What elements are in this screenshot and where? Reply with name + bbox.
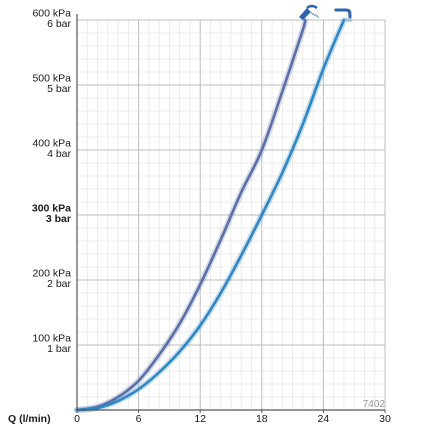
x-tick-labels: 0 6 12 18 24 30	[74, 413, 391, 425]
x-tick-label: 24	[318, 413, 330, 425]
y-tick-label-bar: 2 bar	[47, 278, 71, 290]
hand-shower-handle	[298, 8, 311, 20]
water-drop-line	[310, 11, 314, 16]
bath-spout-icon	[334, 8, 352, 22]
series-lines	[74, 17, 347, 413]
y-tick-label-kpa: 300 kPa	[32, 203, 71, 215]
y-tick-label-kpa: 400 kPa	[32, 138, 71, 150]
y-tick-label-kpa: 600 kPa	[32, 8, 71, 20]
y-tick-label-kpa: 200 kPa	[32, 268, 71, 280]
y-tick-label-bar: 4 bar	[47, 148, 71, 160]
x-tick-label: 0	[74, 413, 80, 425]
series-line-2	[75, 18, 346, 412]
water-drop-line	[312, 12, 316, 17]
chart-code: 7402	[363, 399, 386, 410]
water-drop-line	[314, 13, 318, 18]
y-tick-label-bar: 5 bar	[47, 83, 71, 95]
y-tick-label-bar: 3 bar	[46, 213, 71, 225]
x-tick-label: 12	[194, 413, 206, 425]
axes	[76, 14, 386, 413]
x-axis-title: Q (l/min)	[8, 413, 51, 425]
x-tick-label: 18	[256, 413, 268, 425]
hand-shower-icon	[298, 4, 320, 20]
series-line-1	[75, 18, 307, 412]
water-drop-line	[316, 14, 320, 19]
y-tick-label-bar: 1 bar	[47, 343, 71, 355]
hand-shower-head	[306, 4, 318, 10]
series-icons	[298, 4, 352, 22]
x-tick-label: 30	[379, 413, 391, 425]
grid	[76, 19, 386, 411]
spout-body	[334, 8, 352, 19]
x-tick-label: 6	[136, 413, 142, 425]
y-tick-label-kpa: 100 kPa	[32, 333, 71, 345]
y-tick-label-bar: 6 bar	[47, 18, 71, 30]
y-tick-label-kpa: 500 kPa	[32, 73, 71, 85]
